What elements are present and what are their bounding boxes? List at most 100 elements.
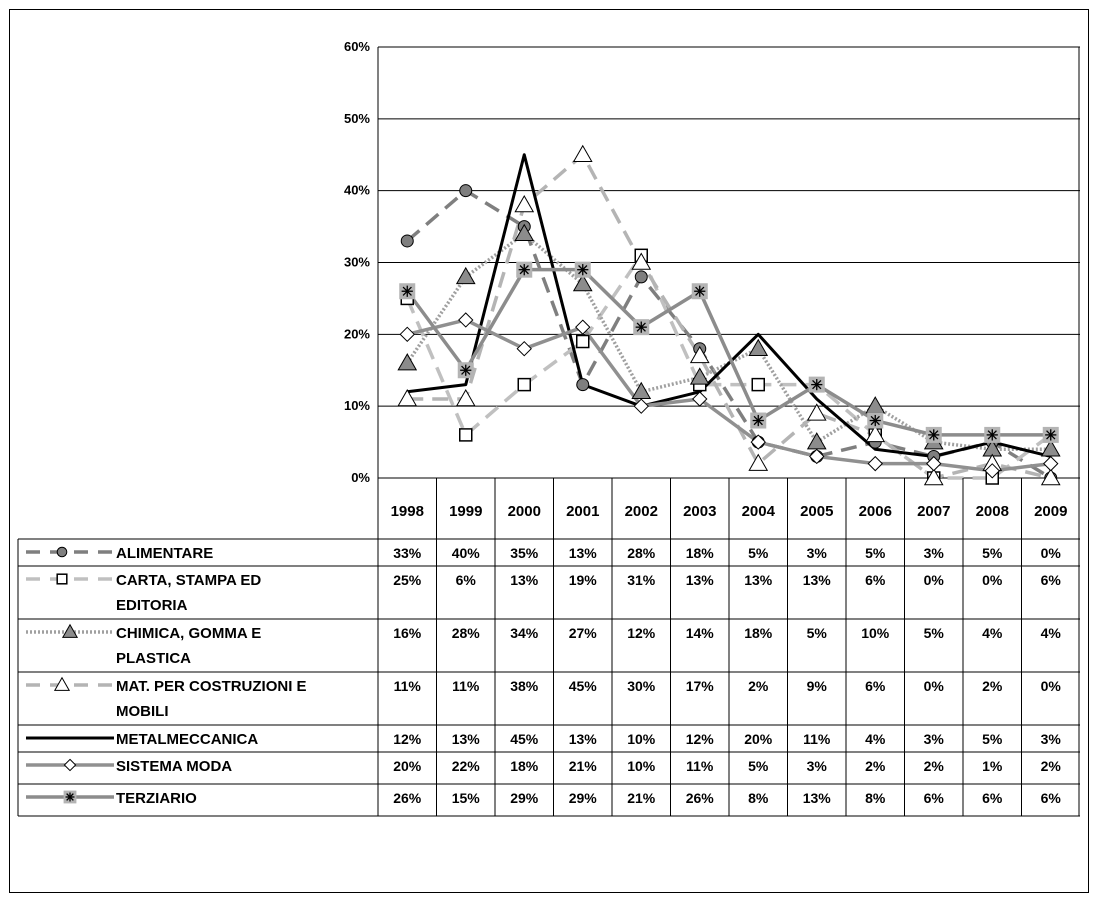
x-tick-label: 1999	[449, 503, 482, 520]
table-value-cell: 11%	[394, 678, 422, 694]
x-tick-label: 2005	[800, 503, 833, 520]
table-value-cell: 27%	[569, 625, 598, 641]
series-marker	[751, 377, 765, 392]
table-value-cell: 18%	[744, 625, 773, 641]
series-marker	[576, 334, 590, 349]
series-line	[405, 253, 1052, 480]
y-tick-label: 60%	[344, 39, 370, 54]
series-marker-stroke	[519, 265, 529, 275]
series-name-label: SISTEMA MODA	[116, 758, 232, 775]
x-tick-label: 2003	[683, 503, 716, 520]
table-value-cell: 19%	[569, 572, 598, 588]
table-value-cell: 4%	[982, 625, 1003, 641]
series-name-label: CHIMICA, GOMMA E	[116, 625, 261, 642]
table-value-cell: 45%	[510, 731, 539, 747]
table-value-cell: 22%	[452, 758, 481, 774]
series-marker	[514, 223, 535, 242]
y-tick-label: 40%	[344, 183, 370, 198]
series-name-label: TERZIARIO	[116, 790, 197, 807]
series-lines	[405, 153, 1052, 480]
table-value-cell: 13%	[803, 790, 832, 806]
series-marker	[631, 381, 652, 400]
table-value-cell: 2%	[1041, 758, 1062, 774]
series-marker	[689, 367, 710, 385]
table-value-cell: 8%	[865, 790, 886, 806]
table-value-cell: 6%	[865, 572, 886, 588]
x-tick-label: 1998	[391, 503, 424, 520]
table-value-cell: 2%	[865, 758, 886, 774]
series-marker	[1040, 467, 1061, 486]
table-value-cell: 13%	[569, 545, 598, 561]
table-value-cell: 6%	[924, 790, 945, 806]
table-value-cell: 18%	[510, 758, 539, 774]
series-marker	[1042, 426, 1059, 443]
series-marker	[63, 758, 77, 772]
x-tick-label: 2000	[508, 503, 541, 520]
table-value-cell: 18%	[686, 545, 715, 561]
series-marker	[517, 377, 531, 392]
table-value-cell: 31%	[627, 572, 656, 588]
series-marker	[576, 378, 590, 392]
table-value-cell: 38%	[510, 678, 539, 694]
table-value-cell: 30%	[627, 678, 656, 694]
table-value-cell: 21%	[627, 790, 656, 806]
table-value-cell: 5%	[748, 545, 769, 561]
table-value-cell: 2%	[748, 678, 769, 694]
series-marker	[459, 428, 473, 442]
y-tick-label: 20%	[344, 326, 370, 341]
table-value-cell: 45%	[569, 678, 598, 694]
table-value-cell: 28%	[452, 625, 481, 641]
y-tick-label: 0%	[351, 470, 370, 485]
table-value-cell: 4%	[1041, 625, 1062, 641]
table-value-cell: 13%	[510, 572, 539, 588]
table-value-cell: 9%	[807, 678, 828, 694]
series-marker	[631, 252, 652, 270]
series-marker	[53, 676, 71, 691]
table-value-cell: 28%	[627, 545, 656, 561]
series-marker	[458, 312, 474, 328]
series-marker-stroke	[461, 365, 471, 375]
table-value-cell: 3%	[924, 545, 945, 561]
table-value-cell: 29%	[510, 790, 539, 806]
series-marker	[865, 424, 886, 443]
series-marker-stroke	[66, 793, 74, 801]
table-value-cell: 14%	[686, 625, 715, 641]
table-value-cell: 0%	[924, 678, 945, 694]
series-marker	[514, 195, 535, 213]
table-value-cell: 10%	[627, 731, 656, 747]
series-marker	[806, 432, 827, 450]
series-marker	[63, 790, 77, 804]
series-name-label: CARTA, STAMPA ED	[116, 572, 261, 589]
series-marker	[750, 434, 766, 450]
table-value-cell: 0%	[982, 572, 1003, 588]
series-marker	[459, 184, 473, 198]
table-value-cell: 4%	[865, 731, 886, 747]
table-value-cell: 13%	[686, 572, 715, 588]
series-line	[405, 232, 1051, 452]
series-name-label: ALIMENTARE	[116, 545, 213, 562]
series-marker	[516, 261, 533, 278]
x-tick-label: 2002	[625, 503, 658, 520]
series-marker-stroke	[636, 322, 646, 332]
table-value-cell: 11%	[452, 678, 480, 694]
table-value-cell: 11%	[686, 758, 714, 774]
table-value-cell: 26%	[393, 790, 422, 806]
series-marker	[865, 396, 886, 414]
series-name-label: MAT. PER COSTRUZIONI E	[116, 678, 307, 695]
table-value-cell: 0%	[1041, 678, 1062, 694]
series-marker	[750, 412, 767, 429]
series-marker	[399, 283, 416, 300]
table-value-cell: 3%	[1041, 731, 1062, 747]
series-marker	[574, 261, 591, 278]
series-name-label: EDITORIA	[116, 597, 188, 614]
series-name-label: PLASTICA	[116, 650, 191, 667]
x-tick-label: 2009	[1034, 503, 1067, 520]
series-marker	[809, 448, 825, 465]
series-line	[407, 153, 1052, 458]
series-marker	[692, 391, 708, 407]
y-tick-label: 30%	[344, 255, 370, 270]
series-marker	[984, 463, 1000, 479]
table-value-cell: 3%	[807, 758, 828, 774]
series-marker-stroke	[987, 430, 997, 440]
